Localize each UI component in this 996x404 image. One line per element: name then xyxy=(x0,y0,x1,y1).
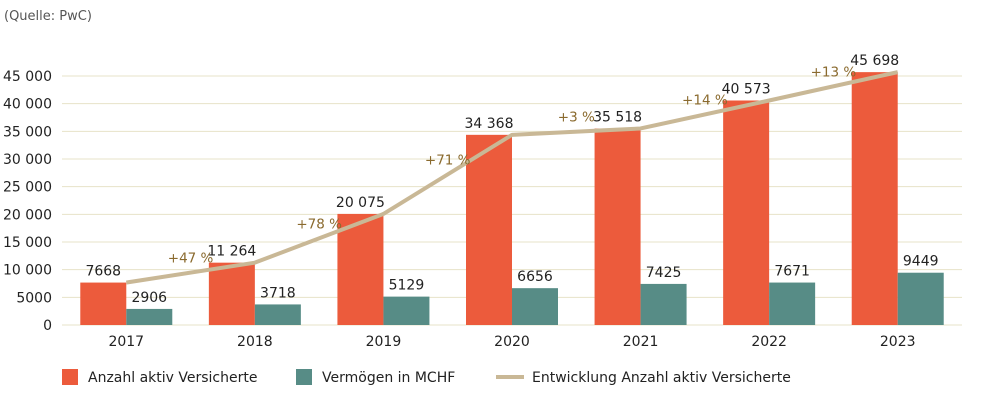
legend: Anzahl aktiv Versicherte Vermögen in MCHF… xyxy=(62,369,791,386)
bar-vermoegen xyxy=(512,288,558,325)
value-label-versicherte: 35 518 xyxy=(593,109,642,125)
value-label-versicherte: 40 573 xyxy=(722,81,771,97)
x-tick-label: 2017 xyxy=(108,334,144,350)
y-tick-label: 5000 xyxy=(16,290,52,306)
value-labels: 7668 2906 11 264 3718 20 075 5129 34 368 6656 35… xyxy=(85,53,938,306)
x-tick-label: 2019 xyxy=(366,334,402,350)
legend-label-vermoegen: Vermögen in MCHF xyxy=(322,370,455,386)
bar-anzahl-versicherte xyxy=(80,282,127,325)
growth-label: +14 % xyxy=(682,92,728,108)
legend-swatch-vermoegen xyxy=(296,369,312,385)
value-label-versicherte: 7668 xyxy=(85,264,121,280)
y-tick-label: 45 000 xyxy=(3,69,52,85)
y-tick-label: 30 000 xyxy=(3,152,52,168)
value-label-versicherte: 20 075 xyxy=(336,195,385,211)
bar-vermoegen xyxy=(126,308,173,325)
x-tick-label: 2021 xyxy=(623,334,659,350)
growth-label: +13 % xyxy=(811,64,857,80)
y-tick-label: 25 000 xyxy=(3,180,52,196)
x-tick-label: 2023 xyxy=(880,334,916,350)
x-tick-label: 2018 xyxy=(237,334,273,350)
value-label-vermoegen: 7671 xyxy=(774,264,810,280)
bar-anzahl-versicherte xyxy=(851,72,898,326)
y-tick-label: 35 000 xyxy=(3,124,52,140)
y-tick-label: 20 000 xyxy=(3,207,52,223)
bar-anzahl-versicherte xyxy=(208,262,255,325)
growth-label: +78 % xyxy=(296,216,342,232)
y-tick-label: 15 000 xyxy=(3,235,52,251)
bar-vermoegen xyxy=(254,304,301,325)
value-label-vermoegen: 3718 xyxy=(260,285,296,301)
y-axis-ticks: 0 5000 10 000 15 000 20 000 25 000 30 000 35 00… xyxy=(3,69,52,334)
growth-label: +3 % xyxy=(558,110,595,126)
x-tick-label: 2022 xyxy=(751,334,787,350)
value-label-vermoegen: 9449 xyxy=(903,254,939,270)
bar-vermoegen xyxy=(897,272,944,325)
value-label-vermoegen: 7425 xyxy=(646,265,682,281)
legend-label-versicherte: Anzahl aktiv Versicherte xyxy=(88,370,257,386)
value-label-vermoegen: 5129 xyxy=(389,278,425,294)
source-note: (Quelle: PwC) xyxy=(4,9,92,24)
bars xyxy=(80,72,944,326)
bar-vermoegen xyxy=(640,283,687,325)
trend-line-path xyxy=(125,70,899,285)
x-tick-label: 2020 xyxy=(494,334,530,350)
bar-anzahl-versicherte xyxy=(723,100,770,325)
bar-vermoegen xyxy=(383,296,430,325)
bar-anzahl-versicherte xyxy=(337,213,384,325)
legend-swatch-versicherte xyxy=(62,369,78,385)
x-axis-ticks: 2017 2018 2019 2020 2021 2022 2023 xyxy=(108,334,915,350)
trend-line xyxy=(125,70,899,285)
value-label-vermoegen: 6656 xyxy=(517,269,553,285)
legend-label-entwicklung: Entwicklung Anzahl aktiv Versicherte xyxy=(532,370,791,386)
growth-labels: +47 % +78 % +71 % +3 % +14 % +13 % xyxy=(168,64,857,266)
y-tick-label: 40 000 xyxy=(3,97,52,113)
bar-vermoegen xyxy=(769,282,816,325)
bar-anzahl-versicherte xyxy=(466,134,512,325)
y-tick-label: 10 000 xyxy=(3,263,52,279)
y-tick-label: 0 xyxy=(43,318,52,334)
value-label-vermoegen: 2906 xyxy=(131,290,167,306)
growth-label: +47 % xyxy=(168,251,214,267)
bar-anzahl-versicherte xyxy=(594,128,641,325)
value-label-versicherte: 11 264 xyxy=(207,244,256,260)
growth-label: +71 % xyxy=(425,152,471,168)
value-label-versicherte: 45 698 xyxy=(850,53,899,69)
value-label-versicherte: 34 368 xyxy=(465,116,514,132)
